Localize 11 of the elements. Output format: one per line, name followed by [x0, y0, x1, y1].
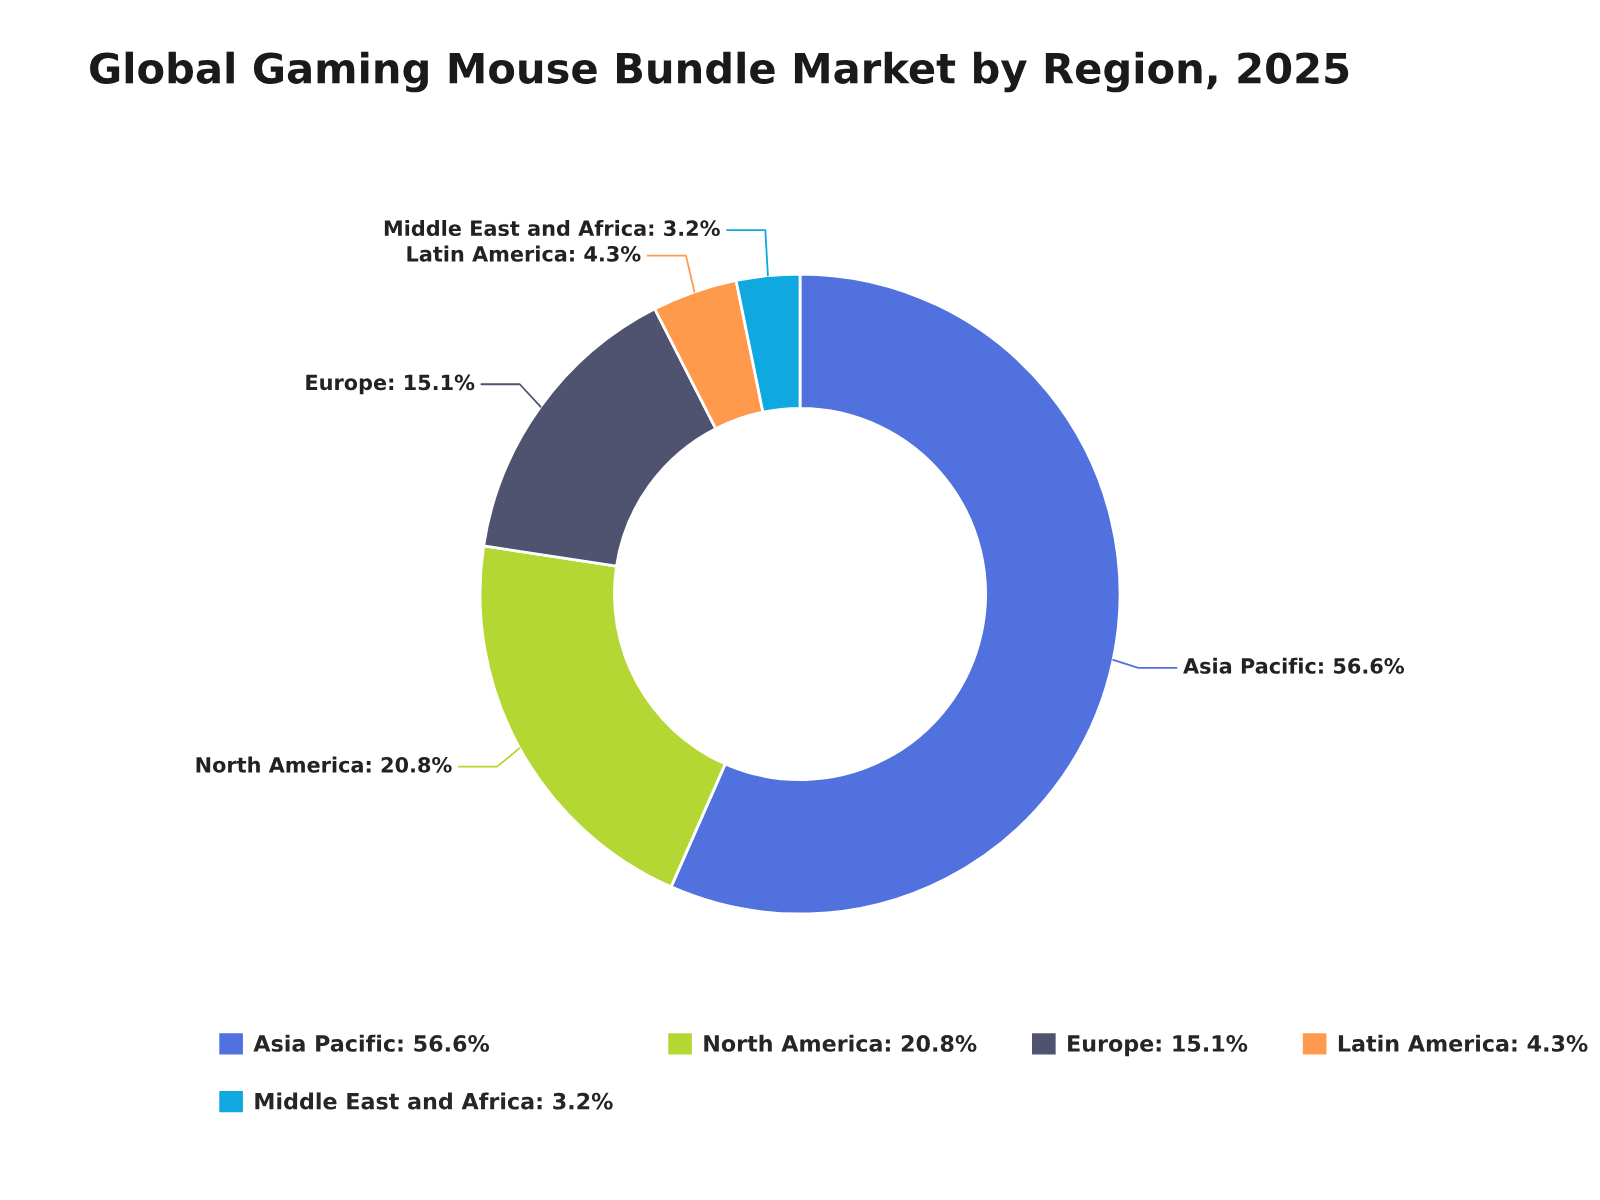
legend-label: Middle East and Africa: 3.2% [255, 1092, 613, 1110]
chart-title: Global Gaming Mouse Bundle Market by Region, 2025 [90, 51, 1349, 93]
slice-label: Latin America: 4.3% [407, 245, 641, 262]
legend-label: Europe: 15.1% [1068, 1035, 1248, 1057]
slice-label: Europe: 15.1% [306, 374, 475, 395]
slice-label: Asia Pacific: 56.6% [1183, 657, 1404, 674]
slice-label: North America: 20.8% [196, 756, 452, 773]
legend-label: Asia Pacific: 56.6% [253, 1034, 490, 1052]
legend-label: North America: 20.8% [704, 1034, 977, 1052]
legend-label: Latin America: 4.3% [1338, 1034, 1588, 1052]
slice-label: Middle East and Africa: 3.2% [384, 219, 720, 237]
